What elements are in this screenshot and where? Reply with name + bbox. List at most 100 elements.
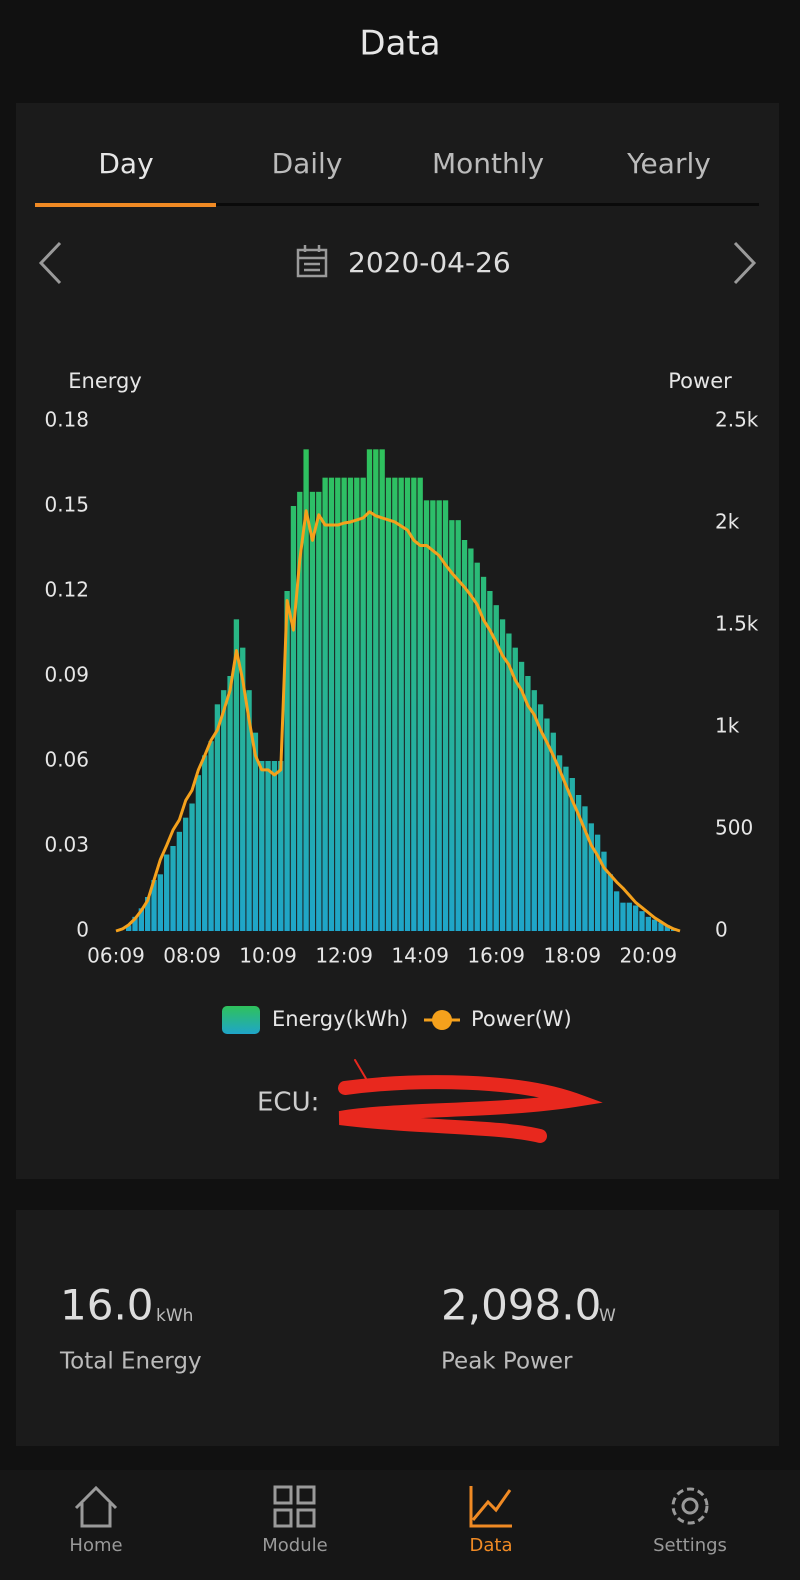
redaction (338, 1059, 603, 1143)
x-tick-label: 12:09 (315, 944, 373, 968)
home-icon[interactable] (74, 1485, 118, 1528)
bar (284, 591, 290, 931)
y-tick-label: 0.18 (44, 408, 89, 432)
bar (461, 540, 468, 931)
bar (379, 449, 385, 931)
y2-tick-label: 2k (715, 510, 740, 534)
nav-label[interactable]: Settings (653, 1535, 727, 1556)
bar (214, 704, 221, 931)
bar (645, 916, 651, 931)
bar (442, 500, 449, 931)
stat-value: 16.0 (60, 1281, 154, 1330)
bar (531, 690, 537, 931)
ecu-label: ECU: (257, 1088, 319, 1118)
bar (252, 732, 259, 931)
bar (664, 925, 670, 931)
bar (259, 761, 265, 931)
y-tick-label: 0.03 (44, 833, 89, 857)
bar (354, 477, 360, 931)
bar (233, 619, 240, 931)
next-button[interactable] (733, 241, 757, 285)
bar (474, 562, 480, 931)
bar (449, 520, 455, 931)
bar (455, 520, 461, 931)
tab[interactable]: Monthly (432, 147, 544, 180)
bar (556, 755, 563, 931)
bar (373, 449, 379, 931)
prev-button[interactable] (38, 241, 62, 285)
y-tick-label: 0 (76, 918, 89, 942)
x-tick-label: 08:09 (163, 944, 221, 968)
bar (189, 803, 195, 931)
bar (411, 477, 417, 931)
bar (601, 851, 607, 931)
bar (525, 676, 531, 931)
tab[interactable]: Day (98, 147, 153, 180)
bar (297, 491, 303, 931)
bar (417, 477, 423, 931)
x-tick-label: 16:09 (467, 944, 525, 968)
y-axis-label: Energy (68, 369, 142, 393)
bar (151, 880, 157, 931)
bar (506, 633, 512, 931)
bar (138, 908, 145, 931)
nav-label[interactable]: Home (69, 1535, 122, 1556)
plot: 0 0.03 0.06 0.09 0.12 0.15 0.18 0 500 1k 1.5k 2k 2.5… (44, 408, 758, 968)
bar (607, 874, 613, 931)
bar (639, 911, 645, 931)
settings-icon[interactable] (671, 1487, 709, 1525)
bar (436, 500, 442, 931)
y2-axis-label: Power (668, 369, 732, 393)
y-tick-label: 0.12 (44, 578, 89, 602)
bar (347, 477, 354, 931)
bar (632, 905, 639, 931)
bar (480, 576, 487, 931)
bar (164, 854, 170, 931)
x-tick-label: 06:09 (87, 944, 145, 968)
nav-bar (0, 1470, 800, 1580)
line (115, 509, 681, 933)
bar (366, 449, 373, 931)
bar (271, 761, 278, 931)
tab[interactable]: Daily (272, 147, 343, 180)
bar (620, 902, 626, 931)
date[interactable]: 2020-04-26 (348, 246, 511, 279)
bar (240, 647, 246, 931)
bar (195, 775, 202, 931)
x-tick-label: 10:09 (239, 944, 297, 968)
data-icon[interactable] (469, 1486, 512, 1528)
legend-swatch (432, 1010, 452, 1030)
stat-unit: W (599, 1306, 616, 1326)
bar (575, 795, 582, 931)
bar (246, 690, 252, 931)
legend-label: Power(W) (471, 1007, 572, 1031)
bar (132, 916, 138, 931)
bar (518, 661, 525, 931)
y-tick-label: 0.06 (44, 748, 89, 772)
bar (202, 755, 208, 931)
module-icon[interactable] (273, 1485, 316, 1528)
stat-label: Peak Power (441, 1349, 573, 1375)
tab[interactable]: Yearly (626, 147, 711, 180)
bar (360, 477, 366, 931)
nav-label[interactable]: Data (470, 1535, 513, 1556)
bar (221, 690, 227, 931)
bar (385, 477, 392, 931)
bar (423, 500, 430, 931)
bar (176, 831, 183, 931)
bar (398, 477, 404, 931)
bar (126, 925, 132, 931)
calendar-icon (296, 245, 328, 278)
nav-label[interactable]: Module (262, 1535, 327, 1556)
bar (512, 647, 518, 931)
bar (341, 477, 347, 931)
bar (303, 449, 309, 931)
y-tick-label: 0.09 (44, 663, 89, 687)
bar (316, 491, 322, 931)
bar (227, 676, 233, 931)
legend-swatch (222, 1006, 260, 1034)
y2-tick-label: 500 (715, 816, 753, 840)
bar (550, 732, 556, 931)
bar (499, 619, 506, 931)
x-tick-label: 20:09 (619, 944, 677, 968)
